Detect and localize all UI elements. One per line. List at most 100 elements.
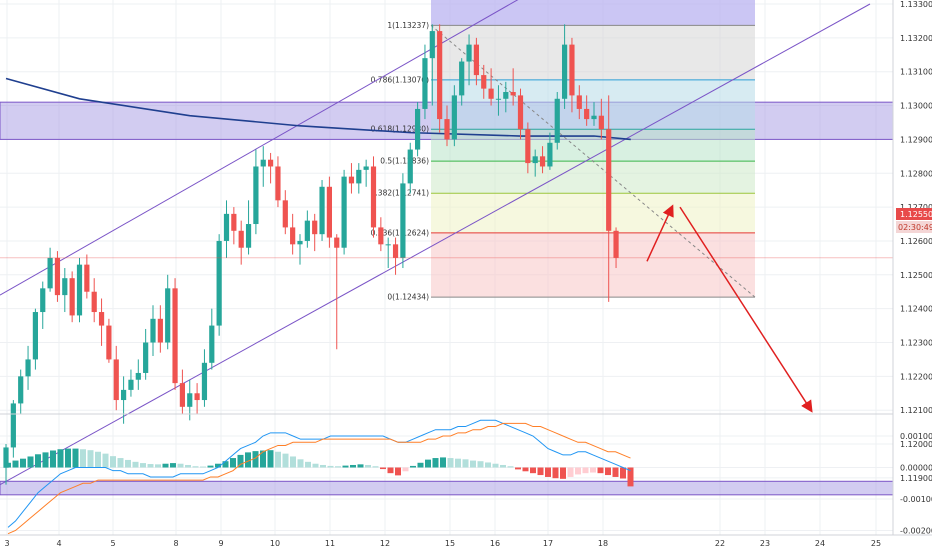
y-tick-label: 1.12500 xyxy=(900,271,932,280)
macd-histogram-bar xyxy=(552,467,559,479)
candle-body xyxy=(10,403,16,448)
candle-body xyxy=(569,44,575,96)
macd-histogram-bar xyxy=(312,463,319,468)
candle-body xyxy=(576,95,582,109)
macd-histogram-bar xyxy=(575,467,581,475)
macd-histogram-bar xyxy=(290,456,296,468)
macd-histogram-bar xyxy=(327,465,334,468)
macd-histogram-bar xyxy=(590,467,596,473)
macd-histogram-bar xyxy=(357,464,364,468)
macd-histogram-bar xyxy=(200,466,206,468)
candle-body xyxy=(451,95,457,140)
y-tick-label: 1.13100 xyxy=(900,68,932,77)
candle-body xyxy=(121,389,127,401)
candle-body xyxy=(510,92,516,96)
macd-panel xyxy=(5,419,634,535)
candle-body xyxy=(319,186,325,235)
macd-histogram-bar xyxy=(192,466,199,468)
macd-histogram-bar xyxy=(402,467,409,472)
candle-body xyxy=(143,342,149,373)
macd-histogram-bar xyxy=(252,451,259,468)
candle-body xyxy=(172,288,178,384)
candle-body xyxy=(32,312,38,360)
candle-body xyxy=(165,288,171,343)
macd-signal-line xyxy=(7,422,631,535)
candle-body xyxy=(547,142,553,167)
candle-body xyxy=(444,119,450,140)
candle-body xyxy=(407,149,413,184)
candle-body xyxy=(268,159,274,167)
macd-histogram-bar xyxy=(335,466,341,468)
x-tick-label: 17 xyxy=(543,539,553,548)
macd-histogram-bar xyxy=(500,464,506,468)
fib-level-label: 0.618(1.12930) xyxy=(371,125,429,134)
candle-body xyxy=(385,244,391,246)
candle-body xyxy=(598,115,604,130)
x-tick-label: 24 xyxy=(815,539,825,548)
candle-body xyxy=(209,325,215,363)
y-tick-label: 1.13200 xyxy=(900,34,932,43)
channel-lower-line[interactable] xyxy=(0,3,871,486)
macd-histogram-bar xyxy=(20,458,26,468)
x-tick-label: 12 xyxy=(380,539,390,548)
forecast-arrows[interactable] xyxy=(646,204,813,413)
y-tick-label: 1.12400 xyxy=(900,305,932,314)
candle-body xyxy=(481,75,487,89)
fib-band xyxy=(431,232,755,298)
moving-average xyxy=(5,77,631,141)
channel-upper-line[interactable] xyxy=(0,0,540,296)
macd-histogram-bar xyxy=(455,458,461,468)
fib-level-label: 0.5(1.12836) xyxy=(380,157,429,166)
current-price-badge xyxy=(896,208,932,220)
candle-body xyxy=(275,166,281,201)
candle-body xyxy=(282,200,288,228)
candle-body xyxy=(18,376,24,404)
candle-body xyxy=(253,166,259,225)
candle-body xyxy=(84,264,90,292)
macd-histogram-bar xyxy=(207,465,214,468)
macd-histogram-bar xyxy=(620,467,626,479)
y-tick-label: -0.00200 xyxy=(900,527,932,536)
forecast-arrow-down[interactable] xyxy=(679,206,813,413)
y-tick-label: 1.13000 xyxy=(900,102,932,111)
macd-histogram-bar xyxy=(95,451,101,468)
y-tick-label: 1.12600 xyxy=(900,237,932,246)
macd-histogram-bar xyxy=(485,462,491,468)
candle-body xyxy=(415,108,421,150)
candle-body xyxy=(76,264,83,316)
candle-body xyxy=(525,129,531,164)
candle-body xyxy=(554,98,560,143)
macd-histogram-bar xyxy=(350,464,356,468)
candle-body xyxy=(466,44,472,62)
candle-body xyxy=(135,372,141,380)
fib-band xyxy=(431,193,755,233)
macd-histogram-bar xyxy=(222,461,229,468)
candle-body xyxy=(459,61,465,96)
y-tick-label: 0.00100 xyxy=(900,432,932,441)
countdown-badge xyxy=(896,221,932,233)
horizontal-zone[interactable] xyxy=(0,480,894,496)
candle-body xyxy=(429,31,435,59)
macd-histogram-bar xyxy=(470,460,476,468)
candle-body xyxy=(326,186,332,238)
y-tick-label: 1.12700 xyxy=(900,203,932,212)
price-channel[interactable] xyxy=(0,0,871,486)
macd-histogram-bar xyxy=(147,464,154,468)
candle-body xyxy=(216,240,222,326)
x-tick-label: 23 xyxy=(760,539,770,548)
candle-body xyxy=(392,244,399,258)
x-tick-label: 25 xyxy=(871,539,881,548)
x-tick-label: 11 xyxy=(325,539,335,548)
candle-body xyxy=(223,213,230,241)
candle-body xyxy=(437,31,443,120)
y-tick-label: 1.12000 xyxy=(900,440,932,449)
forecast-arrow-up[interactable] xyxy=(646,204,674,262)
macd-histogram-bar xyxy=(447,458,454,468)
macd-histogram-bar xyxy=(185,464,191,468)
current-price-label: 1.12550 xyxy=(900,210,932,219)
fib-level-label: 1(1.13237) xyxy=(387,21,429,30)
fibonacci-retracement[interactable]: 1(1.13237) 0.786(1.13076) 0.618(1.12930) 0.… xyxy=(371,0,756,302)
macd-histogram-bar xyxy=(80,449,86,468)
macd-histogram-bar xyxy=(177,463,184,468)
